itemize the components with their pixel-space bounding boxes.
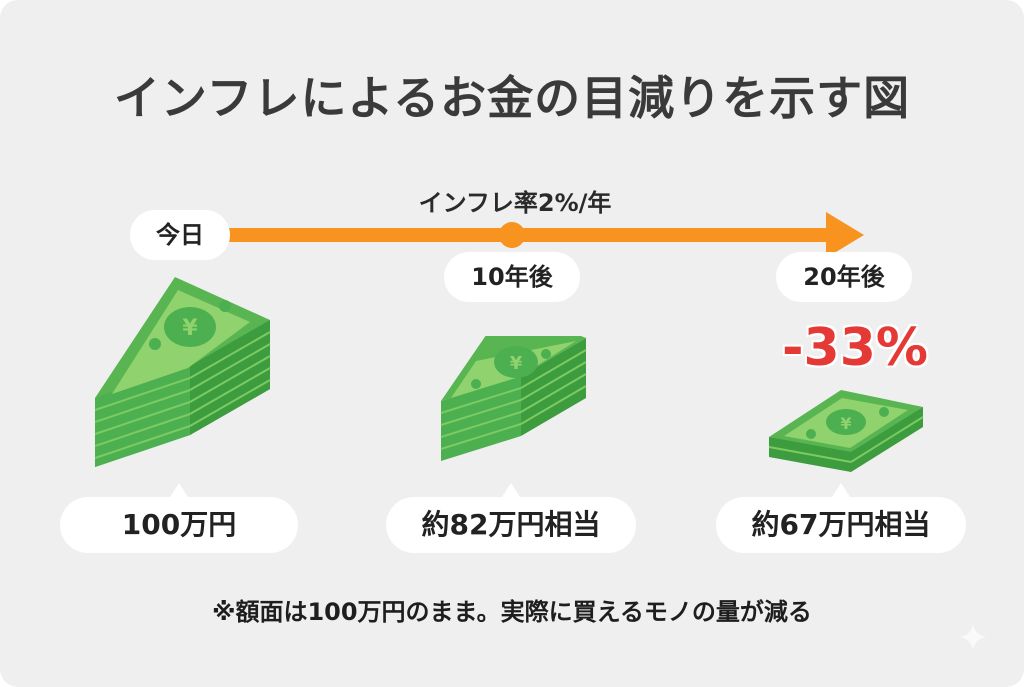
timeline-label-20-years: 20年後 [776,252,912,302]
value-label-today: 100万円 [60,483,298,553]
yen-banknote-stack-icon: ¥ [440,336,587,461]
timeline-arrow-line [225,228,830,242]
inflation-rate-label: インフレ率2%/年 [418,189,612,217]
timeline-label-today: 今日 [130,210,230,260]
svg-text:¥: ¥ [182,316,198,341]
footnote: ※額面は100万円のまま。実際に買えるモノの量が減る [212,598,812,626]
diagram-title: インフレによるお金の目減りを示す図 [113,71,911,125]
yen-banknote-stack-icon: ¥ [94,277,271,467]
timeline-label-10-years: 10年後 [444,252,580,302]
timeline-arrow-head-icon [826,212,864,258]
svg-text:¥: ¥ [840,414,851,433]
timeline-midpoint-marker [499,222,525,248]
svg-text:¥: ¥ [510,353,523,374]
value-label-20-years: 約67万円相当 [716,483,966,553]
yen-banknote-stack-icon: ¥ [768,390,924,472]
sparkle-icon [960,624,986,650]
reduction-percentage: -33% [781,318,929,378]
value-label-10-years: 約82万円相当 [386,483,636,553]
